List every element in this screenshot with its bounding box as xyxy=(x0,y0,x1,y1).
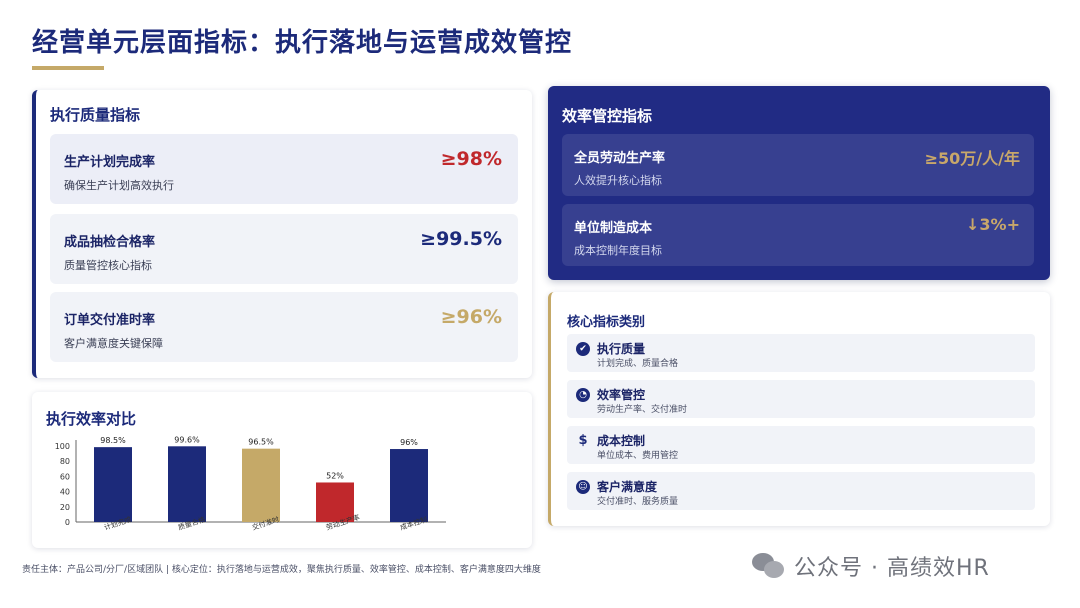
metric-row-plan-completion: 生产计划完成率 确保生产计划高效执行 ≥98% xyxy=(50,134,518,204)
bar xyxy=(94,447,132,522)
data-label: 52% xyxy=(326,471,344,480)
wechat-icon xyxy=(752,551,786,581)
watermark: 公众号 · 高绩效HR xyxy=(752,548,990,584)
y-tick-label: 80 xyxy=(60,457,70,466)
bar xyxy=(242,448,280,522)
metric-desc: 客户满意度关键保障 xyxy=(64,337,163,350)
y-tick-label: 40 xyxy=(60,488,70,497)
category-item-efficiency: ◔ 效率管控 劳动生产率、交付准时 xyxy=(567,380,1035,418)
smile-icon: ☺ xyxy=(576,480,590,494)
metric-value: ≥99.5% xyxy=(420,228,502,250)
category-name: 效率管控 xyxy=(597,388,646,402)
check-circle-icon: ✔ xyxy=(576,342,590,356)
metric-value: ≥96% xyxy=(440,306,502,328)
footer-note: 责任主体：产品公司/分厂/区域团队 | 核心定位：执行落地与运营成效，聚焦执行质… xyxy=(22,565,541,575)
category-item-satisfaction: ☺ 客户满意度 交付准时、服务质量 xyxy=(567,472,1035,510)
bar xyxy=(390,449,428,522)
metric-row-unit-cost: 单位制造成本 成本控制年度目标 ↓3%+ xyxy=(562,204,1034,266)
bar xyxy=(316,482,354,522)
category-desc: 计划完成、质量合格 xyxy=(597,359,679,369)
efficiency-metrics-card: 效率管控指标 全员劳动生产率 人效提升核心指标 ≥50万/人/年 单位制造成本 … xyxy=(548,86,1050,280)
bar-chart: 02040608010098.5%计划完成99.6%质量合格96.5%交付准时5… xyxy=(55,435,446,532)
title-underline xyxy=(32,66,104,70)
dollar-icon: $ xyxy=(578,433,588,448)
metric-desc: 成本控制年度目标 xyxy=(574,244,662,257)
categories-heading: 核心指标类别 xyxy=(567,315,646,330)
efficiency-heading: 效率管控指标 xyxy=(562,107,653,125)
efficiency-chart-card: 0 20 40 60 80 100 98.5% 计划完成 99.6% 质量合格 96.5% 交付准时 5… xyxy=(32,392,532,548)
category-name: 成本控制 xyxy=(597,434,646,448)
metric-desc: 质量管控核心指标 xyxy=(64,259,152,272)
metric-value: ↓3%+ xyxy=(966,215,1020,234)
data-label: 99.6% xyxy=(174,435,200,444)
metric-row-labor-productivity: 全员劳动生产率 人效提升核心指标 ≥50万/人/年 xyxy=(562,134,1034,196)
metric-desc: 确保生产计划高效执行 xyxy=(64,179,174,192)
page-title: 经营单元层面指标：执行落地与运营成效管控 xyxy=(32,28,573,58)
metric-name: 生产计划完成率 xyxy=(64,155,156,170)
category-name: 客户满意度 xyxy=(597,480,658,494)
data-label: 96.5% xyxy=(248,438,274,447)
y-tick-label: 100 xyxy=(55,442,70,451)
category-desc: 单位成本、费用管控 xyxy=(597,451,679,461)
y-tick-label: 20 xyxy=(60,503,70,512)
metric-row-on-time-delivery: 订单交付准时率 客户满意度关键保障 ≥96% xyxy=(50,292,518,362)
category-desc: 交付准时、服务质量 xyxy=(597,497,679,507)
metric-name: 订单交付准时率 xyxy=(64,313,156,328)
metric-value: ≥50万/人/年 xyxy=(924,149,1020,168)
y-tick-label: 60 xyxy=(60,472,70,481)
metric-desc: 人效提升核心指标 xyxy=(574,174,662,187)
category-item-quality: ✔ 执行质量 计划完成、质量合格 xyxy=(567,334,1035,372)
category-desc: 劳动生产率、交付准时 xyxy=(597,405,688,415)
y-tick-label: 0 xyxy=(65,518,70,527)
metric-name: 全员劳动生产率 xyxy=(574,151,666,166)
bar xyxy=(168,446,206,522)
data-label: 98.5% xyxy=(100,436,126,445)
metric-name: 成品抽检合格率 xyxy=(64,235,156,250)
metric-row-inspection-pass: 成品抽检合格率 质量管控核心指标 ≥99.5% xyxy=(50,214,518,284)
gauge-icon: ◔ xyxy=(576,388,590,402)
core-categories-card: 核心指标类别 ✔ 执行质量 计划完成、质量合格 ◔ 效率管控 劳动生产率、交付准… xyxy=(548,292,1050,526)
data-label: 96% xyxy=(400,438,418,447)
watermark-text: 公众号 · 高绩效HR xyxy=(794,556,990,581)
metric-value: ≥98% xyxy=(440,148,502,170)
category-item-cost: $ 成本控制 单位成本、费用管控 xyxy=(567,426,1035,464)
category-name: 执行质量 xyxy=(597,342,646,356)
quality-metrics-card: 执行质量指标 生产计划完成率 确保生产计划高效执行 ≥98% 成品抽检合格率 质… xyxy=(32,90,532,378)
quality-heading: 执行质量指标 xyxy=(50,106,141,124)
chart-heading: 执行效率对比 xyxy=(46,410,137,428)
metric-name: 单位制造成本 xyxy=(574,221,653,236)
